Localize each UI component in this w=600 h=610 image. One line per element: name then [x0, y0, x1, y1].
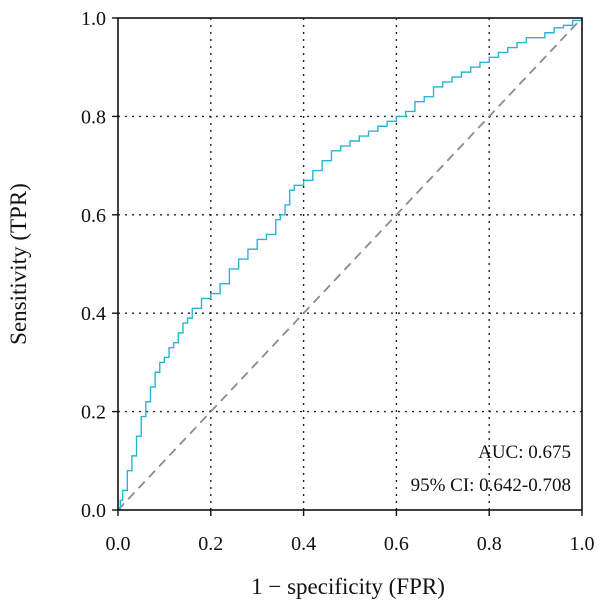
y-tick-label: 0.4: [81, 303, 106, 325]
auc-label: AUC: 0.675: [478, 442, 571, 463]
x-tick-label: 0.6: [384, 533, 409, 555]
y-tick-label: 0.6: [81, 205, 106, 227]
x-tick-label: 0.2: [198, 533, 223, 555]
reference-diagonal-line: [117, 17, 583, 511]
y-axis-title: Sensitivity (TPR): [6, 183, 31, 345]
x-tick-label: 1.0: [570, 533, 595, 555]
y-tick-label: 0.2: [81, 402, 106, 424]
plot-frame: [117, 17, 583, 511]
y-tick-label: 1.0: [81, 8, 106, 30]
x-tick-label: 0.8: [477, 533, 502, 555]
ci-label: 95% CI: 0.642-0.708: [411, 475, 571, 496]
grid-lines: [118, 18, 582, 510]
y-tick-label: 0.8: [81, 106, 106, 128]
y-axis-ticks: 0.0 0.2 0.4 0.6 0.8 1.0: [81, 8, 118, 522]
y-tick-label: 0.0: [81, 500, 106, 522]
x-tick-label: 0.4: [291, 533, 316, 555]
x-axis-title: 1 − specificity (FPR): [251, 574, 445, 599]
roc-curve: [118, 18, 583, 511]
x-tick-label: 0.0: [106, 533, 131, 555]
x-axis-ticks: 0.0 0.2 0.4 0.6 0.8 1.0: [106, 510, 595, 555]
